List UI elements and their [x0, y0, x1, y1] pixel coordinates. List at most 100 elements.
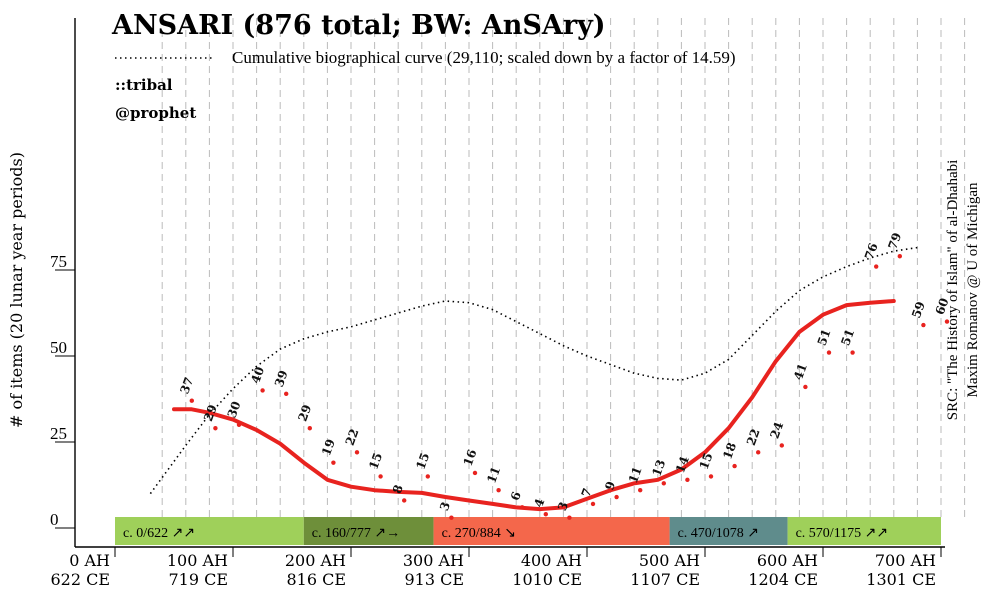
data-label: 15 — [366, 451, 385, 471]
data-label: 51 — [815, 327, 834, 347]
data-point — [661, 481, 666, 486]
period-band — [115, 517, 304, 545]
data-label: 16 — [461, 448, 480, 468]
data-point — [496, 487, 501, 493]
chart-title: ANSARI (876 total; BW: AnSAry) — [111, 10, 606, 41]
x-tick-label-ce: 1107 CE — [630, 570, 700, 589]
period-label: c. 0/622 ↗↗ — [123, 526, 195, 541]
x-tick-label-ce: 1010 CE — [512, 570, 582, 589]
data-point — [614, 494, 619, 500]
data-label: 8 — [390, 483, 406, 496]
data-label: 15 — [697, 451, 716, 471]
data-label: 11 — [484, 465, 503, 485]
data-label: 29 — [201, 403, 220, 423]
data-label: 7 — [579, 486, 595, 499]
data-point — [732, 463, 737, 469]
data-label: 6 — [508, 490, 524, 503]
data-label: 22 — [343, 427, 362, 447]
data-label: 14 — [673, 454, 692, 474]
y-tick-label: 0 — [50, 510, 59, 529]
x-tick-label-ah: 500 AH — [639, 551, 700, 570]
data-point — [425, 474, 430, 479]
period-label: c. 470/1078 ↗ — [678, 526, 759, 541]
period-band — [669, 517, 788, 545]
data-point — [472, 470, 478, 476]
data-label: 41 — [791, 362, 810, 382]
data-label: 3 — [555, 500, 571, 513]
data-label: 24 — [767, 420, 786, 440]
x-tick-label-ah: 0 AH — [69, 551, 110, 570]
data-point — [260, 388, 265, 393]
data-point — [826, 350, 832, 355]
smoothed-curve — [172, 299, 896, 512]
data-label: 11 — [626, 465, 645, 485]
period-bands: c. 0/622 ↗↗ c. 160/777 ↗→ c. 270/884 ↘ c. 4… — [115, 517, 941, 545]
tag-tribal: ::tribal — [115, 76, 173, 94]
data-point — [189, 398, 194, 403]
period-label: c. 570/1175 ↗↗ — [796, 526, 889, 541]
data-label: 59 — [909, 300, 928, 320]
data-point — [685, 477, 690, 483]
data-point — [874, 264, 879, 269]
data-label: 40 — [248, 365, 267, 385]
period-band — [303, 517, 434, 545]
data-label: 60 — [933, 296, 952, 316]
x-tick-label-ce: 1204 CE — [748, 570, 818, 589]
data-label: 22 — [744, 427, 763, 447]
data-label: 37 — [177, 375, 196, 395]
x-tick-label-ah: 100 AH — [167, 551, 228, 570]
x-tick-label-ah: 600 AH — [757, 551, 818, 570]
data-point — [402, 498, 407, 503]
period-band — [433, 517, 670, 545]
data-point — [354, 450, 360, 455]
data-label: 79 — [885, 231, 904, 251]
data-label: 19 — [319, 437, 338, 457]
data-point — [897, 254, 902, 259]
data-point — [921, 322, 926, 328]
source-line-1: SRC: "The History of Islam" of al-Dhahab… — [945, 160, 961, 421]
period-label: c. 270/884 ↘ — [442, 526, 516, 541]
data-point — [590, 501, 596, 507]
tag-prophet: @prophet — [115, 104, 196, 122]
data-label: 3 — [437, 500, 453, 513]
data-point — [850, 350, 855, 355]
x-tick-label-ah: 200 AH — [285, 551, 346, 570]
y-axis-label: # of items (20 lunar year periods) — [7, 152, 26, 428]
data-label: 9 — [602, 479, 618, 492]
period-label: c. 160/777 ↗→ — [312, 526, 400, 541]
data-label: 30 — [225, 399, 244, 419]
data-label: 39 — [272, 368, 291, 388]
legend-cumulative-label: Cumulative biographical curve (29,110; s… — [232, 48, 736, 67]
data-point — [284, 391, 289, 397]
data-point — [567, 515, 572, 520]
data-point — [213, 426, 218, 431]
y-tick-label: 50 — [50, 338, 67, 357]
x-tick-label-ce: 913 CE — [404, 570, 464, 589]
data-point — [779, 443, 784, 448]
data-point — [449, 515, 454, 520]
x-tick-label-ah: 300 AH — [403, 551, 464, 570]
data-label: 15 — [413, 451, 432, 471]
data-point — [236, 422, 242, 427]
x-tick-label-ce: 1301 CE — [866, 570, 936, 589]
data-label: 51 — [838, 327, 857, 347]
x-tick-label-ah: 700 AH — [875, 551, 936, 570]
smoothed-curve-line — [172, 299, 896, 512]
data-point — [307, 426, 312, 431]
data-point — [331, 460, 336, 465]
data-point — [638, 487, 643, 493]
x-tick-label-ce: 622 CE — [50, 570, 110, 589]
data-label: 18 — [720, 441, 739, 461]
data-point — [543, 512, 548, 517]
x-tick-label-ce: 816 CE — [286, 570, 346, 589]
data-label: 76 — [862, 241, 881, 261]
data-point — [520, 505, 525, 510]
data-point — [756, 450, 761, 455]
data-point — [944, 319, 950, 324]
source-line-2: Maxim Romanov @ U of Michigan — [965, 182, 981, 398]
y-tick-label: 25 — [50, 424, 67, 443]
y-tick-label: 75 — [50, 252, 67, 271]
